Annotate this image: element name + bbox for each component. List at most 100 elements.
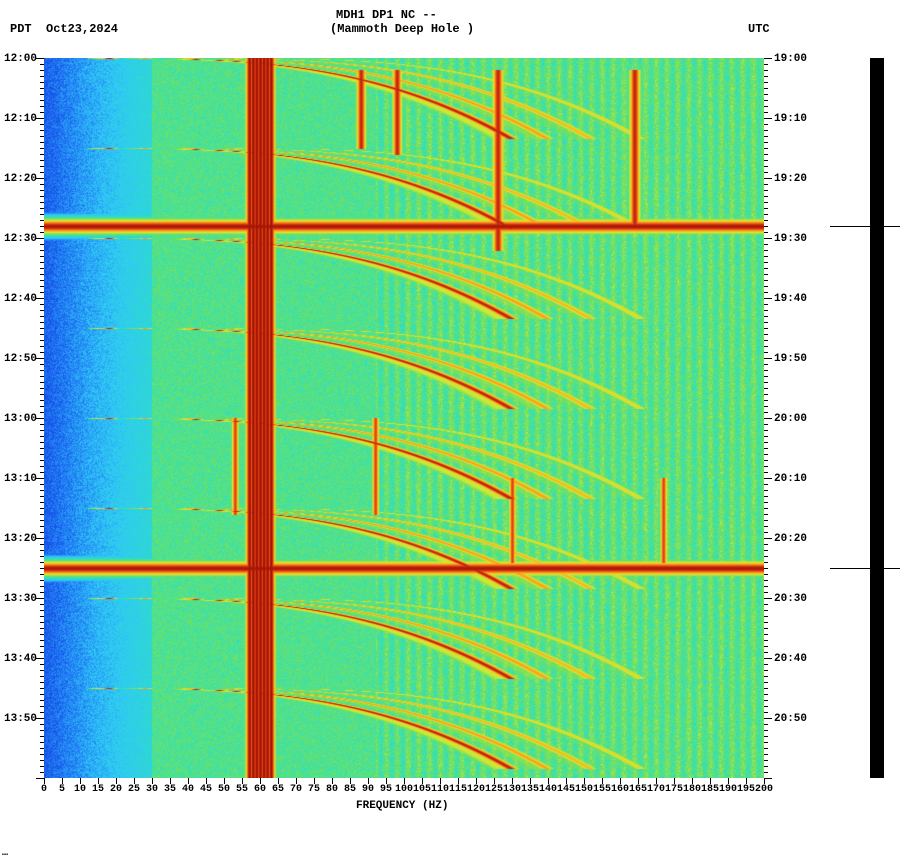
ytick-left-minor <box>40 676 44 677</box>
xticklabel: 185 <box>701 784 719 795</box>
ytick-left-minor <box>40 424 44 425</box>
ytick-left-minor <box>40 94 44 95</box>
ytick-left-minor <box>40 166 44 167</box>
ytick-left-major <box>36 598 44 599</box>
ytick-right-minor <box>764 136 768 137</box>
yticklabel-left: 12:40 <box>4 293 37 305</box>
footer-mark: … <box>2 848 8 859</box>
ytick-left-minor <box>40 112 44 113</box>
xticklabel: 10 <box>74 784 86 795</box>
ytick-right-minor <box>764 544 768 545</box>
ytick-left-major <box>36 298 44 299</box>
ytick-right-minor <box>764 76 768 77</box>
spectrogram-plot <box>44 58 764 778</box>
ytick-left-major <box>36 58 44 59</box>
ytick-left-minor <box>40 196 44 197</box>
ytick-left-minor <box>40 508 44 509</box>
ytick-right-minor <box>764 448 768 449</box>
ytick-right-major <box>764 238 772 239</box>
ytick-right-minor <box>764 496 768 497</box>
xticklabel: 110 <box>431 784 449 795</box>
ytick-left-minor <box>40 580 44 581</box>
yticklabel-right: 19:40 <box>774 293 807 305</box>
yticklabel-right: 19:20 <box>774 173 807 185</box>
ytick-left-minor <box>40 748 44 749</box>
xticklabel: 130 <box>503 784 521 795</box>
ytick-right-minor <box>764 730 768 731</box>
ytick-right-minor <box>764 436 768 437</box>
xticklabel: 120 <box>467 784 485 795</box>
ytick-right-minor <box>764 706 768 707</box>
ytick-left-minor <box>40 694 44 695</box>
xticklabel: 200 <box>755 784 773 795</box>
ytick-right-minor <box>764 154 768 155</box>
ytick-left-minor <box>40 136 44 137</box>
ytick-left-minor <box>40 682 44 683</box>
ytick-right-minor <box>764 454 768 455</box>
xticklabel: 140 <box>539 784 557 795</box>
ytick-left-minor <box>40 700 44 701</box>
ytick-right-minor <box>764 736 768 737</box>
ytick-left-minor <box>40 82 44 83</box>
yticklabel-right: 19:00 <box>774 53 807 65</box>
yticklabel-right: 20:00 <box>774 413 807 425</box>
ytick-left-minor <box>40 274 44 275</box>
xticklabel: 0 <box>41 784 47 795</box>
xticklabel: 50 <box>218 784 230 795</box>
ytick-right-minor <box>764 256 768 257</box>
ytick-left-minor <box>40 406 44 407</box>
xticklabel: 75 <box>308 784 320 795</box>
ytick-right-minor <box>764 130 768 131</box>
ytick-left-minor <box>40 724 44 725</box>
ytick-left-minor <box>40 604 44 605</box>
yticklabel-right: 20:10 <box>774 473 807 485</box>
ytick-left-minor <box>40 670 44 671</box>
ytick-left-minor <box>40 346 44 347</box>
ytick-left-minor <box>40 760 44 761</box>
ytick-left-minor <box>40 472 44 473</box>
ytick-left-minor <box>40 712 44 713</box>
ytick-right-minor <box>764 460 768 461</box>
ytick-right-minor <box>764 772 768 773</box>
ytick-right-minor <box>764 334 768 335</box>
yticklabel-left: 12:20 <box>4 173 37 185</box>
ytick-right-minor <box>764 502 768 503</box>
ytick-left-major <box>36 658 44 659</box>
ytick-left-minor <box>40 622 44 623</box>
xticklabel: 90 <box>362 784 374 795</box>
ytick-right-minor <box>764 676 768 677</box>
ytick-right-minor <box>764 124 768 125</box>
ytick-right-minor <box>764 646 768 647</box>
ytick-right-minor <box>764 106 768 107</box>
ytick-right-minor <box>764 346 768 347</box>
xticklabel: 60 <box>254 784 266 795</box>
ytick-left-minor <box>40 616 44 617</box>
ytick-left-minor <box>40 394 44 395</box>
ytick-right-minor <box>764 310 768 311</box>
tz-right-label: UTC <box>748 22 770 36</box>
ytick-right-minor <box>764 214 768 215</box>
ytick-right-major <box>764 58 772 59</box>
yticklabel-left: 12:30 <box>4 233 37 245</box>
ytick-right-minor <box>764 604 768 605</box>
ytick-left-major <box>36 478 44 479</box>
yticklabel-left: 13:00 <box>4 413 37 425</box>
ytick-right-minor <box>764 520 768 521</box>
ytick-left-minor <box>40 772 44 773</box>
ytick-right-minor <box>764 508 768 509</box>
ytick-left-minor <box>40 592 44 593</box>
date-label: Oct23,2024 <box>46 22 118 36</box>
ytick-left-major <box>36 538 44 539</box>
ytick-right-minor <box>764 766 768 767</box>
ytick-left-minor <box>40 154 44 155</box>
ytick-left-minor <box>40 754 44 755</box>
ytick-left-minor <box>40 64 44 65</box>
ytick-right-minor <box>764 484 768 485</box>
ytick-left-minor <box>40 766 44 767</box>
ytick-right-minor <box>764 286 768 287</box>
ytick-right-minor <box>764 556 768 557</box>
xticklabel: 95 <box>380 784 392 795</box>
xticklabel: 160 <box>611 784 629 795</box>
ytick-left-minor <box>40 652 44 653</box>
ytick-left-minor <box>40 262 44 263</box>
